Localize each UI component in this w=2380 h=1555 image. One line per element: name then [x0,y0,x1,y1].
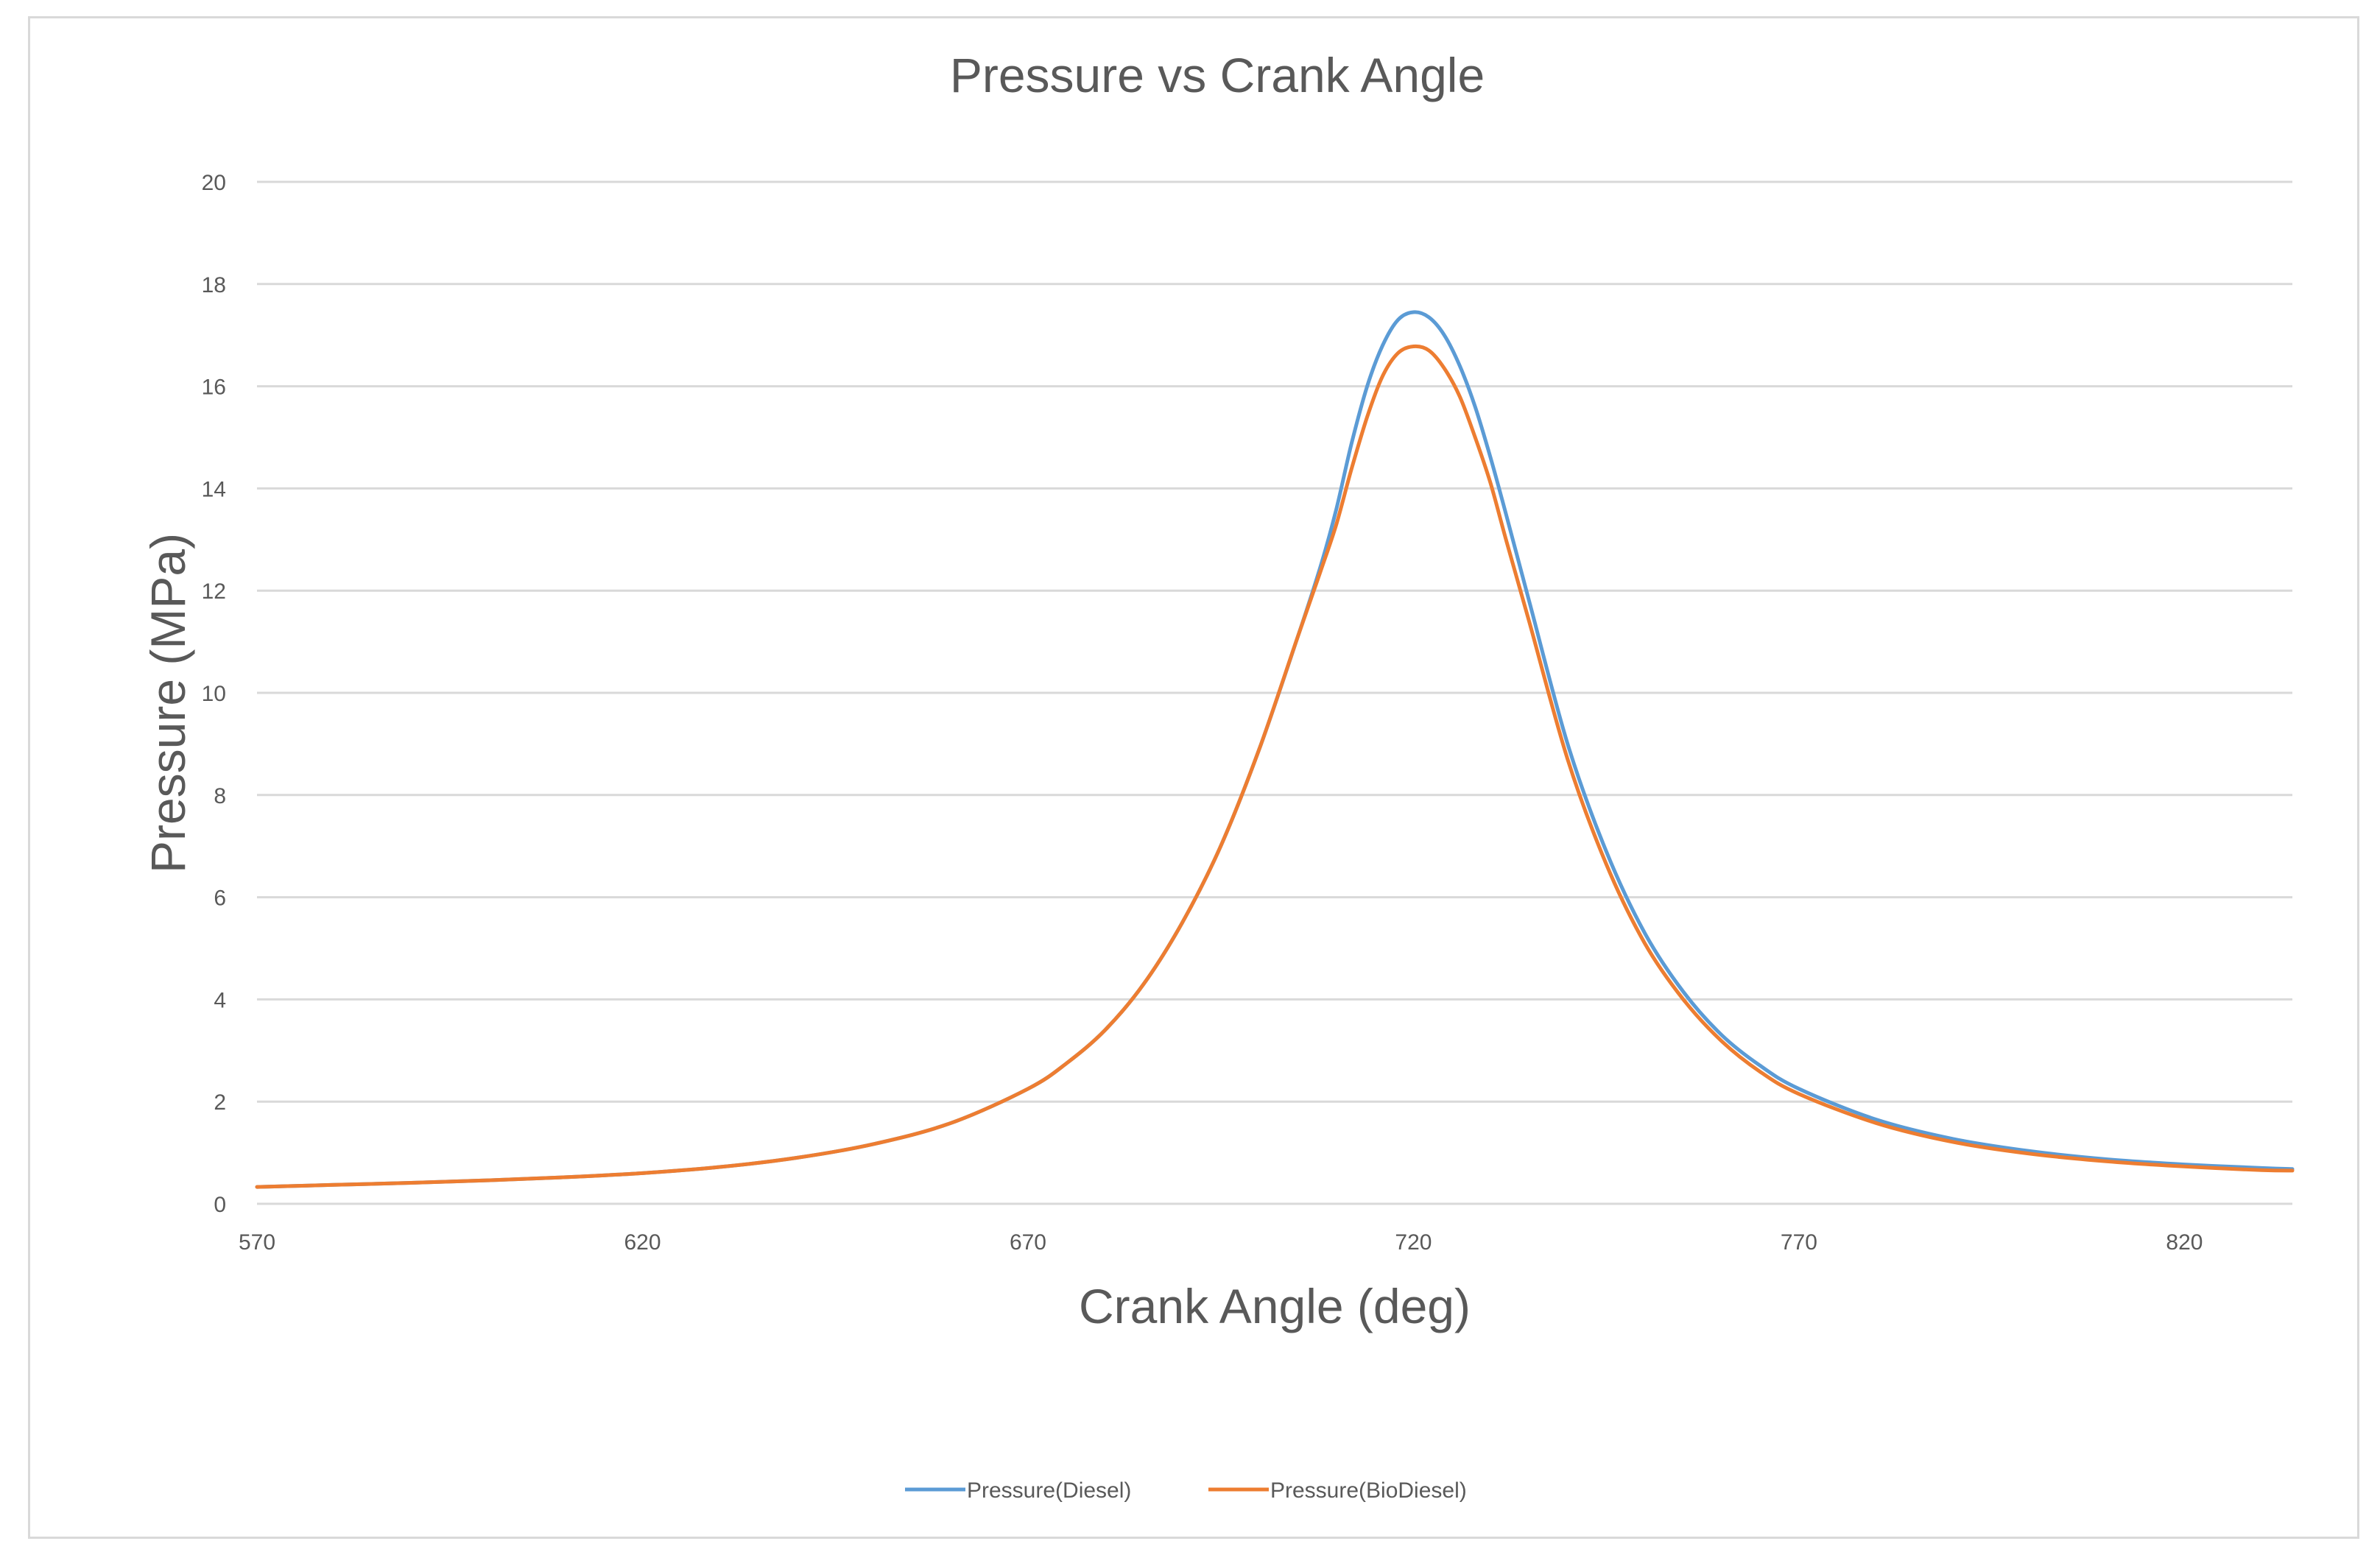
chart-svg: Pressure vs Crank Angle 0 2 4 6 8 10 12 14 16 18 2… [141,48,2295,1503]
legend-label-diesel: Pressure(Diesel) [967,1478,1131,1503]
chart-title: Pressure vs Crank Angle [950,48,1485,102]
x-axis-ticks: 570 620 670 720 770 820 [239,1230,2203,1255]
y-tick-label: 2 [214,1090,226,1115]
x-tick-label: 570 [239,1230,275,1255]
x-tick-label: 770 [1781,1230,1817,1255]
series-line-diesel [255,310,2295,1189]
y-tick-label: 12 [202,579,226,604]
y-axis-ticks: 0 2 4 6 8 10 12 14 16 18 20 [202,171,226,1217]
y-tick-label: 14 [202,477,226,501]
x-tick-label: 820 [2166,1230,2203,1255]
legend-label-biodiesel: Pressure(BioDiesel) [1270,1478,1467,1503]
y-tick-label: 4 [214,988,226,1012]
y-axis-title: Pressure (MPa) [141,533,195,873]
grid-lines [257,180,2292,1205]
y-tick-label: 0 [214,1193,226,1217]
x-axis-title: Crank Angle (deg) [1079,1279,1471,1333]
x-tick-label: 720 [1395,1230,1432,1255]
series-lines [255,310,2295,1189]
y-tick-label: 20 [202,171,226,195]
y-tick-label: 6 [214,886,226,911]
y-tick-label: 18 [202,273,226,297]
x-tick-label: 620 [624,1230,661,1255]
series-line-biodiesel [255,344,2295,1189]
chart-frame: Pressure vs Crank Angle 0 2 4 6 8 10 12 14 16 18 2… [28,16,2359,1539]
y-tick-label: 10 [202,682,226,706]
y-tick-label: 8 [214,784,226,808]
y-tick-label: 16 [202,375,226,400]
legend: Pressure(Diesel) Pressure(BioDiesel) [905,1478,1467,1503]
x-tick-label: 670 [1010,1230,1046,1255]
